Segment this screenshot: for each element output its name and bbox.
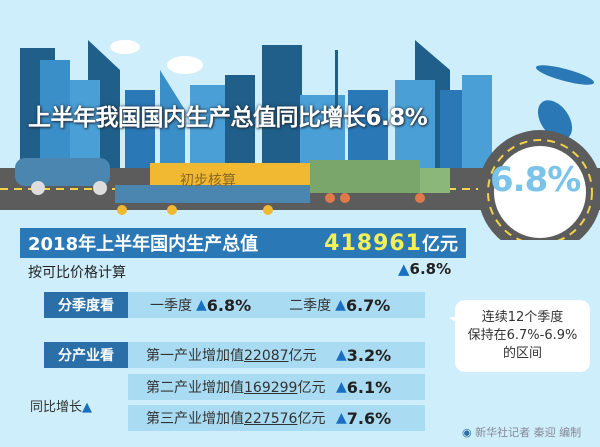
q1-label: 一季度 <box>150 298 192 314</box>
quarter-row: 一季度 ▲ 6.8% 二季度 ▲ 6.7% <box>128 292 425 318</box>
total-growth: ▲6.8% <box>398 260 452 278</box>
comparable-price-note: 按可比价格计算 <box>28 265 126 281</box>
satellite-dish-icon <box>537 100 573 140</box>
industry-tag: 分产业看 <box>44 342 128 368</box>
gdp-unit: 亿元 <box>422 234 458 255</box>
skyline <box>20 40 492 180</box>
q1-growth: 6.8% <box>206 295 252 315</box>
triangle-up-icon: ▲ <box>336 379 347 395</box>
truck-yellow <box>115 163 310 215</box>
gdp-value: 418961 <box>324 231 422 256</box>
city-illustration <box>0 40 600 240</box>
car <box>15 158 110 195</box>
quarter-tag: 分季度看 <box>44 292 128 318</box>
credit: ◉ 新华社记者 秦迎 编制 <box>462 426 582 439</box>
cloud <box>167 56 203 74</box>
triangle-up-icon: ▲ <box>196 297 207 313</box>
triangle-up-icon: ▲ <box>335 297 346 313</box>
triangle-up-icon: ▲ <box>336 347 347 363</box>
truck-green <box>310 160 450 203</box>
page-title: 上半年我国国内生产总值同比增长6.8% <box>28 105 428 131</box>
triangle-up-icon: ▲ <box>82 400 93 415</box>
xinhua-logo-icon: ◉ <box>462 426 472 439</box>
airplane-icon <box>535 65 595 85</box>
triangle-up-icon: ▲ <box>398 260 410 278</box>
industry-row: 第三产业增加值227576亿元 ▲ 7.6% <box>128 405 425 431</box>
yoy-legend: 同比增长▲ <box>30 400 93 415</box>
note-bubble: 连续12个季度 保持在6.7%-6.9% 的区间 <box>449 300 590 372</box>
growth-badge: 6.8% <box>490 160 581 200</box>
q2-growth: 6.7% <box>345 295 391 315</box>
gdp-label: 2018年上半年国内生产总值 <box>28 234 259 255</box>
industry-row: 第二产业增加值169299亿元 ▲ 6.1% <box>128 374 425 400</box>
q2-label: 二季度 <box>289 298 332 314</box>
triangle-up-icon: ▲ <box>336 410 347 426</box>
cloud <box>110 40 140 54</box>
gdp-bar: 2018年上半年国内生产总值 418961亿元 <box>20 228 466 258</box>
truck-label: 初步核算 <box>180 173 236 189</box>
industry-row: 第一产业增加值22087亿元 ▲ 3.2% <box>128 342 425 368</box>
